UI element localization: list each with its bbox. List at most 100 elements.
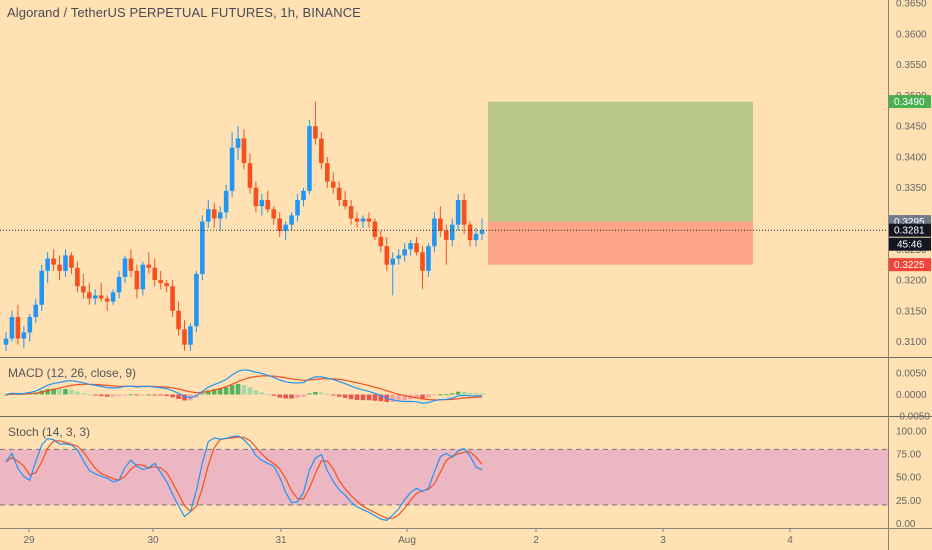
- stop-price-badge-label: 0.3225: [894, 260, 925, 271]
- candle-body: [325, 163, 330, 182]
- stoch-k-line: [5, 435, 483, 521]
- macd-histogram-bar: [152, 394, 158, 396]
- macd-histogram-bar: [57, 389, 62, 395]
- candle-body: [301, 190, 306, 201]
- candle-body: [330, 181, 336, 188]
- candle-body: [414, 243, 419, 253]
- macd-histogram-bar: [110, 394, 116, 397]
- stoch-tick-label: 75.00: [896, 450, 921, 461]
- price-tick-label: 0.3650: [896, 0, 927, 10]
- macd-histogram-bar: [313, 392, 318, 395]
- candle-body: [211, 209, 217, 219]
- macd-histogram-bar: [176, 394, 181, 399]
- macd-histogram-bar: [265, 394, 271, 396]
- candle-body: [194, 273, 199, 327]
- candle-body: [461, 200, 467, 225]
- macd-histogram-bar: [461, 391, 467, 395]
- macd-histogram-bar: [45, 388, 50, 395]
- macd-histogram-bar: [63, 388, 68, 395]
- macd-histogram-bar: [122, 394, 128, 396]
- macd-histogram-bar: [396, 394, 401, 402]
- macd-histogram-bar: [342, 394, 348, 398]
- candle-body: [366, 218, 372, 222]
- macd-histogram-bar: [140, 394, 146, 396]
- candle-body: [206, 209, 211, 222]
- candle-body: [51, 258, 56, 265]
- price-tick-label: 0.3450: [896, 122, 927, 133]
- candle-body: [295, 200, 300, 216]
- macd-histogram-bar: [402, 394, 407, 401]
- macd-histogram-bar: [247, 387, 253, 395]
- macd-histogram-bar: [200, 393, 205, 395]
- stoch-d-line: [5, 436, 483, 520]
- candle-body: [15, 316, 21, 339]
- time-tick-label: 4: [787, 535, 793, 546]
- macd-histogram-bar: [467, 392, 473, 395]
- macd-histogram-bar: [81, 393, 86, 395]
- price-tick-label: 0.3400: [896, 152, 927, 163]
- candle-body: [27, 316, 33, 333]
- candle-body: [396, 255, 401, 259]
- macd-line: [5, 369, 483, 404]
- macd-tick-label: 0.0000: [896, 390, 927, 401]
- macd-histogram-bar: [51, 388, 56, 395]
- macd-histogram-bar: [104, 394, 110, 397]
- macd-pane: [3, 369, 485, 404]
- candle-body: [110, 292, 116, 302]
- candle-body: [223, 190, 229, 213]
- candle-body: [9, 316, 15, 339]
- macd-histogram-bar: [158, 394, 163, 396]
- candles: [0, 101, 888, 351]
- macd-histogram-bar: [473, 393, 479, 395]
- candle-body: [21, 332, 27, 339]
- candle-body: [81, 286, 86, 293]
- macd-histogram-bar: [134, 394, 140, 396]
- candle-body: [200, 221, 205, 274]
- macd-histogram-bar: [229, 385, 235, 395]
- candle-body: [378, 236, 384, 247]
- macd-histogram-bar: [319, 392, 324, 395]
- macd-histogram-bar: [372, 394, 378, 401]
- position-zones: [488, 101, 753, 265]
- macd-histogram-bar: [253, 390, 259, 395]
- profit-zone: [488, 101, 753, 222]
- candle-body: [235, 138, 241, 148]
- macd-histogram-bar: [479, 393, 485, 395]
- macd-histogram-bar: [325, 393, 330, 395]
- stoch-tick-label: 50.00: [896, 473, 921, 484]
- macd-histogram-bar: [98, 394, 104, 397]
- macd-histogram-bar: [217, 388, 223, 395]
- candle-body: [128, 258, 134, 271]
- candle-body: [170, 286, 175, 311]
- macd-histogram-bar: [75, 391, 80, 395]
- macd-histogram-bar: [92, 394, 98, 396]
- macd-signal-line: [5, 375, 483, 401]
- macd-histogram-bar: [420, 394, 425, 399]
- candle-body: [182, 329, 187, 345]
- candle-body: [289, 215, 294, 225]
- candle-body: [283, 224, 288, 231]
- macd-histogram-bar: [348, 394, 354, 400]
- macd-histogram-bar: [360, 394, 366, 401]
- time-tick-label: Aug: [398, 535, 416, 546]
- candle-body: [217, 212, 223, 219]
- candle-body: [467, 224, 473, 241]
- macd-histogram-bar: [235, 383, 241, 395]
- macd-histogram-bar: [414, 394, 419, 399]
- candle-body: [164, 283, 169, 287]
- candle-body: [158, 280, 163, 284]
- stoch-band: [0, 449, 888, 505]
- stoch-tick-label: 25.00: [896, 496, 921, 507]
- price-tick-label: 0.3550: [896, 60, 927, 71]
- candle-body: [408, 243, 413, 250]
- candle-body: [140, 264, 146, 290]
- chart-title: Algorand / TetherUS PERPETUAL FUTURES, 1…: [7, 5, 361, 20]
- candle-body: [134, 270, 140, 290]
- candle-body: [87, 292, 92, 299]
- macd-histogram-bar: [366, 394, 372, 401]
- macd-histogram-bar: [426, 394, 431, 398]
- candle-body: [247, 163, 253, 188]
- candle-body: [188, 326, 193, 345]
